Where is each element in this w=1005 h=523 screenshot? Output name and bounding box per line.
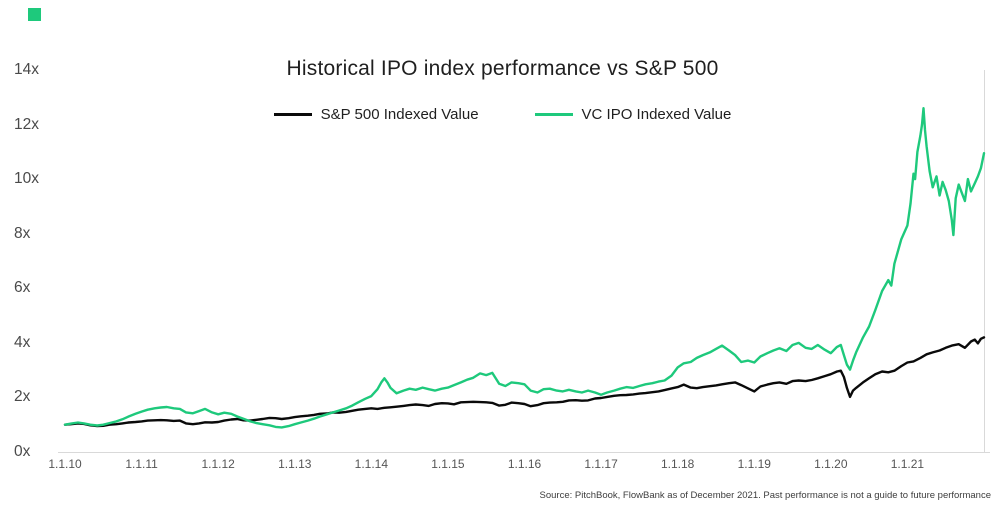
x-axis-tick-label: 1.1.12 — [201, 457, 235, 471]
x-axis-tick-label: 1.1.11 — [125, 457, 158, 471]
vc-ipo-line — [63, 106, 986, 429]
y-axis-tick-label: 14x — [14, 61, 39, 78]
y-axis-tick-label: 12x — [14, 115, 39, 133]
brand-mark-green-square — [28, 8, 41, 21]
chart-title: Historical IPO index performance vs S&P … — [286, 57, 719, 80]
x-axis-tick-label: 1.1.18 — [660, 457, 695, 471]
x-axis-tick-label: 1.1.20 — [814, 457, 848, 471]
x-axis-tick-label: 1.1.15 — [431, 457, 465, 471]
legend-label-vc-ipo: VC IPO Indexed Value — [581, 106, 732, 123]
x-axis-tick-label: 1.1.21 — [890, 457, 925, 471]
source-note: Source: PitchBook, FlowBank as of Decemb… — [539, 490, 992, 501]
y-axis-tick-label: 8x — [14, 224, 31, 242]
chart-legend: S&P 500 Indexed Value VC IPO Indexed Val… — [0, 106, 1005, 123]
legend-item-sp500: S&P 500 Indexed Value — [273, 106, 479, 123]
y-axis-tick-label: 10x — [14, 170, 39, 188]
vc-ipo-line-swatch-icon — [534, 113, 573, 116]
y-axis-tick-label: 6x — [14, 279, 31, 297]
x-axis-tick-label: 1.1.10 — [48, 457, 82, 471]
y-axis-tick-label: 2x — [14, 388, 31, 406]
sp500-line — [63, 336, 986, 428]
x-axis-tick-label: 1.1.19 — [737, 457, 771, 471]
x-axis-tick-label: 1.1.16 — [507, 457, 542, 471]
x-axis-tick-label: 1.1.13 — [278, 457, 312, 471]
y-axis-tick-label: 4x — [14, 333, 31, 351]
x-axis-tick-label: 1.1.17 — [584, 457, 618, 471]
legend-item-vc-ipo: VC IPO Indexed Value — [534, 106, 732, 123]
legend-label-sp500: S&P 500 Indexed Value — [320, 106, 479, 123]
x-axis-tick-label: 1.1.14 — [354, 457, 389, 471]
y-axis-tick-label: 0x — [14, 443, 31, 460]
sp500-line-swatch-icon — [273, 113, 312, 116]
